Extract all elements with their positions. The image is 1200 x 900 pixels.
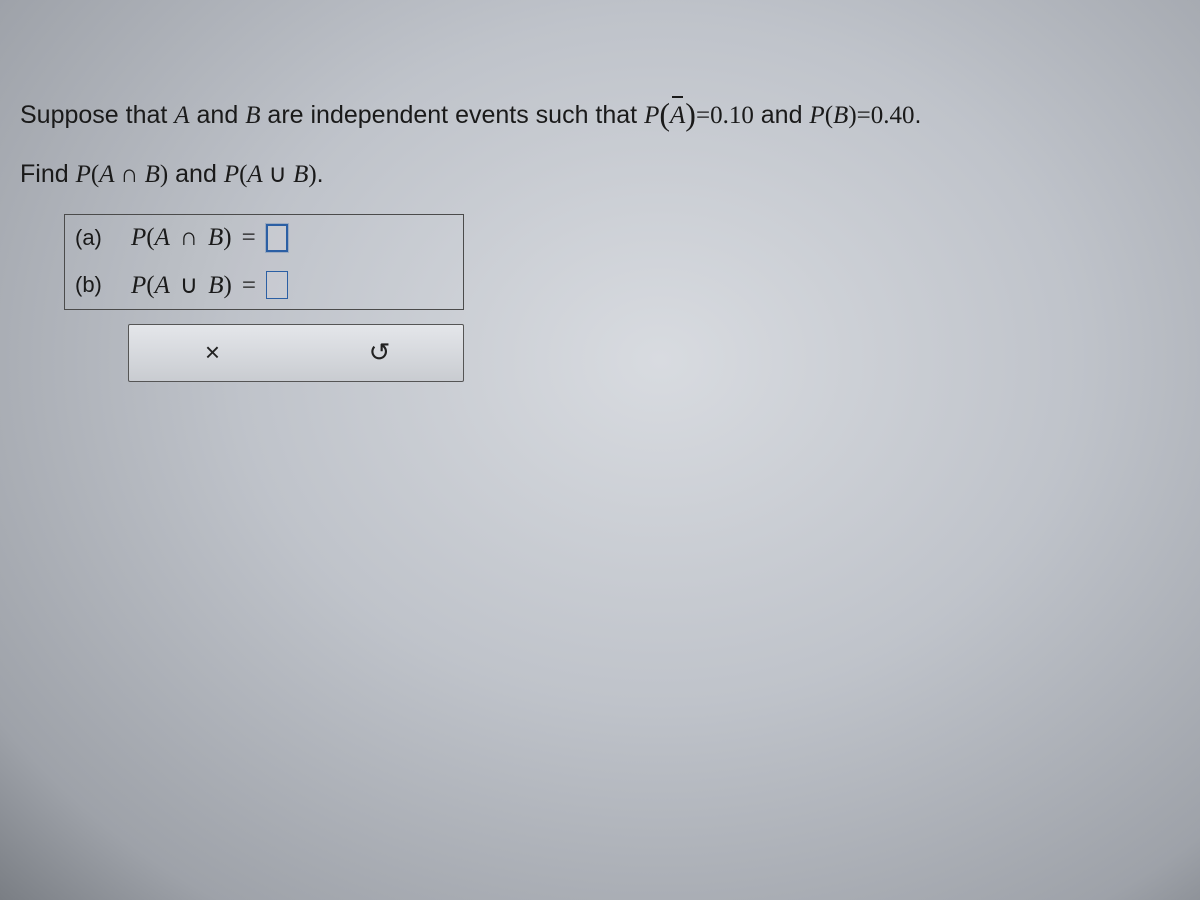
label-a: (a) (75, 225, 111, 251)
var-b: B (245, 102, 260, 129)
problem-statement-line-1: Suppose that A and B are independent eve… (20, 90, 1180, 135)
intersect-sym-1: ∩ (120, 161, 138, 188)
button-bar: × ↺ (128, 324, 464, 382)
period-2: . (317, 160, 324, 188)
p-letter-2: P (809, 102, 824, 129)
expr-p-abar: P(A)=0.10 (644, 102, 754, 129)
equals-2: = (857, 102, 871, 129)
b-var2: B (208, 272, 223, 299)
a-in-int: A (99, 161, 114, 188)
text-independent: are independent events such that (260, 101, 644, 129)
p-b: P (131, 272, 146, 299)
text-find: Find (20, 160, 76, 188)
value-1: 0.10 (710, 102, 754, 129)
expr-a: P(A ∩ B)= (131, 224, 266, 252)
label-b: (b) (75, 272, 111, 298)
a-var2: B (208, 224, 223, 251)
expr-find-intersect: P(A ∩ B) (76, 161, 169, 188)
eq-a: = (242, 224, 256, 251)
eq-b: = (242, 272, 256, 299)
text-suppose: Suppose that (20, 101, 174, 129)
b-in-p: B (833, 102, 848, 129)
p-letter-3: P (76, 161, 91, 188)
union-sym-1: ∪ (269, 161, 287, 188)
reset-icon: ↺ (369, 337, 391, 368)
answer-box: (a) P(A ∩ B)= (b) P(A ∪ B)= (64, 214, 464, 310)
answer-input-a[interactable] (266, 224, 288, 252)
answer-input-b[interactable] (266, 271, 288, 299)
text-and-3: and (168, 160, 224, 188)
problem-page: Suppose that A and B are independent eve… (0, 0, 1200, 900)
a-bar: A (670, 102, 685, 129)
period-1: . (915, 101, 922, 129)
p-letter-1: P (644, 102, 659, 129)
a-in-un: A (247, 161, 262, 188)
reset-button[interactable]: ↺ (296, 325, 463, 381)
answer-row-b: (b) P(A ∪ B)= (65, 261, 463, 309)
text-and-1: and (190, 101, 246, 129)
a-var1: A (155, 224, 170, 251)
intersect-sym-2: ∩ (180, 224, 198, 251)
b-var1: A (155, 272, 170, 299)
p-a: P (131, 224, 146, 251)
expr-b: P(A ∪ B)= (131, 270, 266, 300)
problem-statement-line-2: Find P(A ∩ B) and P(A ∪ B). (20, 157, 1180, 192)
text-and-2: and (754, 101, 810, 129)
b-in-un: B (293, 161, 308, 188)
expr-p-b: P(B)=0.40 (809, 102, 914, 129)
union-sym-2: ∪ (180, 272, 198, 299)
clear-button[interactable]: × (129, 325, 296, 381)
equals-1: = (696, 102, 710, 129)
var-a: A (174, 102, 189, 129)
answer-row-a: (a) P(A ∩ B)= (65, 215, 463, 261)
p-letter-4: P (224, 161, 239, 188)
b-in-int: B (145, 161, 160, 188)
expr-find-union: P(A ∪ B) (224, 161, 317, 188)
value-2: 0.40 (871, 102, 915, 129)
close-icon: × (205, 337, 220, 368)
